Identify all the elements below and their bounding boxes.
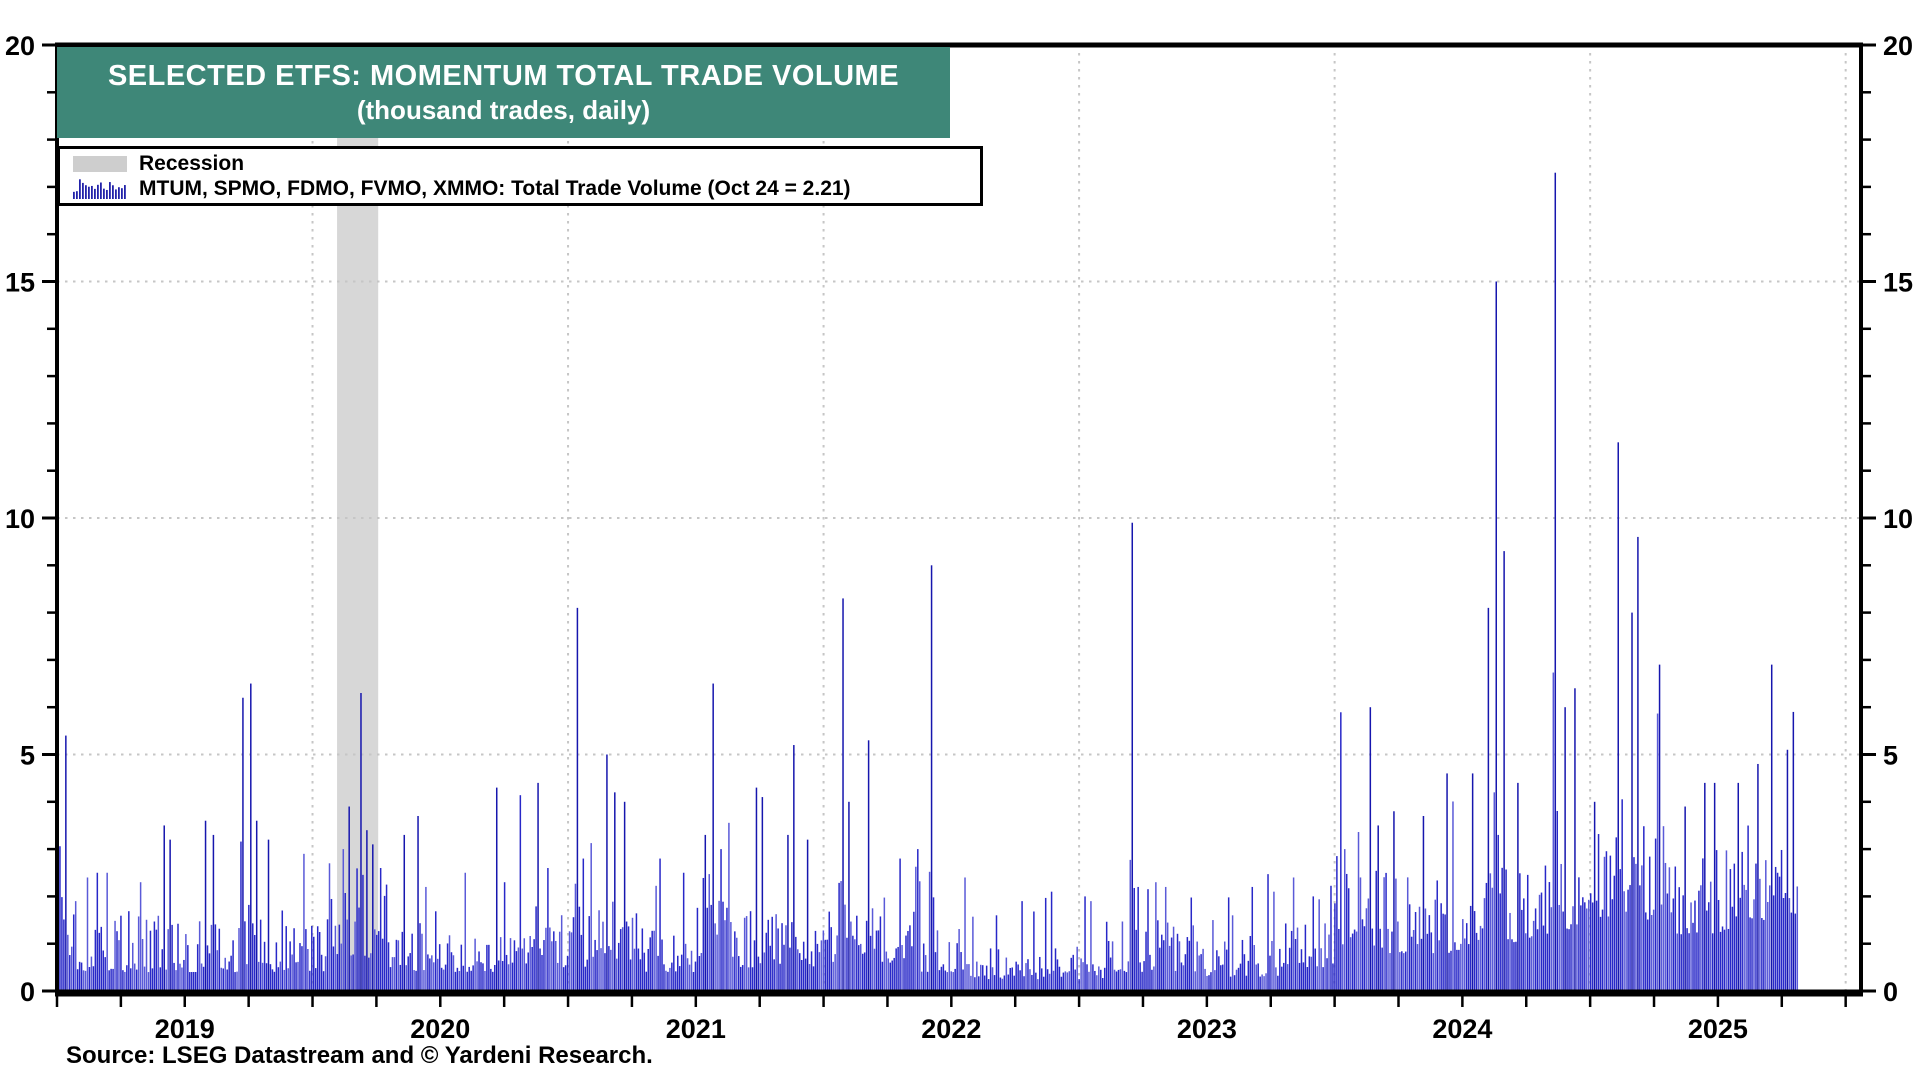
x-axis-ticks (55, 996, 1847, 1007)
svg-text:2023: 2023 (1177, 1014, 1237, 1044)
y-axis-ticks (42, 43, 1876, 993)
svg-text:2019: 2019 (155, 1014, 215, 1044)
svg-text:2021: 2021 (666, 1014, 726, 1044)
svg-text:10: 10 (5, 504, 35, 534)
svg-text:2020: 2020 (410, 1014, 470, 1044)
svg-text:15: 15 (5, 268, 35, 298)
svg-text:0: 0 (1883, 977, 1898, 1007)
svg-text:20: 20 (5, 31, 35, 61)
chart-title-box: SELECTED ETFS: MOMENTUM TOTAL TRADE VOLU… (57, 47, 950, 138)
gridlines (57, 45, 1861, 991)
legend: Recession MTUM, SPMO, FDMO, FVMO, XMMO: … (57, 146, 983, 206)
svg-text:2024: 2024 (1432, 1014, 1492, 1044)
svg-text:10: 10 (1883, 504, 1913, 534)
svg-text:15: 15 (1883, 268, 1913, 298)
chart-subtitle: (thousand trades, daily) (356, 95, 651, 126)
svg-text:2025: 2025 (1688, 1014, 1748, 1044)
svg-text:0: 0 (20, 977, 35, 1007)
source-attribution: Source: LSEG Datastream and © Yardeni Re… (66, 1042, 653, 1069)
recession-swatch-icon (73, 155, 127, 172)
x-axis-year-labels: 2019 2020 2021 2022 2023 2024 2025 (155, 1014, 1748, 1044)
mini-bars-icon (73, 179, 126, 199)
svg-text:5: 5 (20, 741, 35, 771)
volume-bars (57, 172, 1799, 991)
svg-text:5: 5 (1883, 741, 1898, 771)
y-axis-labels: 0 0 5 5 10 10 15 15 20 20 (5, 31, 1913, 1007)
svg-text:20: 20 (1883, 31, 1913, 61)
series-label: MTUM, SPMO, FDMO, FVMO, XMMO: Total Trad… (139, 176, 851, 200)
legend-row-recession: Recession (73, 151, 980, 175)
svg-text:2022: 2022 (921, 1014, 981, 1044)
recession-label: Recession (139, 151, 245, 175)
legend-row-series: MTUM, SPMO, FDMO, FVMO, XMMO: Total Trad… (73, 176, 980, 200)
chart-title: SELECTED ETFS: MOMENTUM TOTAL TRADE VOLU… (107, 60, 900, 93)
